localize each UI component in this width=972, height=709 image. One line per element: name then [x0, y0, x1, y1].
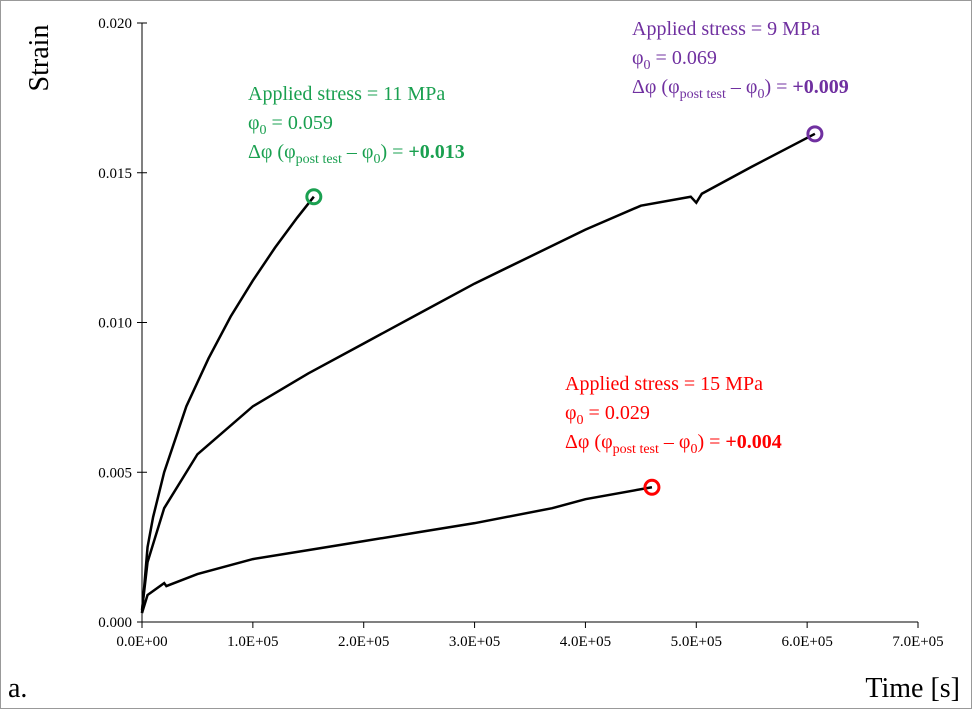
x-tick-label: 7.0E+05 — [892, 634, 943, 650]
annotation-part: – φ — [342, 141, 374, 163]
end-marker — [806, 125, 824, 143]
y-axis-label: Strain — [24, 25, 55, 92]
annotation-part: = 0.069 — [651, 47, 717, 69]
end-marker — [643, 478, 661, 496]
annotation-part: post test — [296, 152, 342, 167]
x-tick-label: 1.0E+05 — [227, 634, 278, 650]
series-line — [140, 132, 816, 611]
annotation-part: Δφ (φ — [565, 431, 613, 453]
annotation-part: 0 — [373, 152, 380, 167]
annotation-part: Δφ (φ — [248, 141, 296, 163]
annotation-part: post test — [613, 442, 659, 457]
y-tick-label: 0.010 — [98, 316, 132, 332]
x-tick-label: 6.0E+05 — [781, 634, 832, 650]
annotation-phi0: φ0 = 0.029 — [565, 402, 650, 428]
y-tick-label: 0.015 — [98, 166, 132, 182]
y-tick-label: 0.000 — [98, 615, 132, 631]
annotation-part: +0.004 — [725, 431, 781, 453]
panel-label: a. — [8, 673, 27, 704]
x-tick-label: 2.0E+05 — [338, 634, 389, 650]
annotation-part: 0 — [644, 58, 651, 73]
end-marker — [305, 188, 323, 206]
y-tick-label: 0.020 — [98, 16, 132, 32]
y-tick-label: 0.005 — [98, 465, 132, 481]
x-tick-label: 4.0E+05 — [560, 634, 611, 650]
annotation-part: φ — [632, 47, 644, 69]
annotation-part: 0 — [690, 442, 697, 457]
annotation-stress: Applied stress = 15 MPa — [565, 373, 763, 395]
annotation-part: post test — [680, 87, 726, 102]
annotation-phi0: φ0 = 0.069 — [632, 47, 717, 73]
x-axis-label: Time [s] — [865, 673, 960, 704]
annotation-dphi: Δφ (φpost test – φ0) = +0.009 — [632, 76, 849, 102]
annotation-part: Δφ (φ — [632, 76, 680, 98]
annotation-dphi: Δφ (φpost test – φ0) = +0.013 — [248, 141, 465, 167]
annotation-part: = 0.059 — [267, 112, 333, 134]
annotation-part: 0 — [757, 87, 764, 102]
annotation-part: +0.009 — [792, 76, 848, 98]
annotation-phi0: φ0 = 0.059 — [248, 112, 333, 138]
annotation-part: = 0.029 — [584, 402, 650, 424]
annotation-stress: Applied stress = 9 MPa — [632, 18, 820, 40]
series-line — [140, 195, 315, 614]
annotation-part: 0 — [577, 413, 584, 428]
annotation-part: +0.013 — [408, 141, 464, 163]
annotation-part: – φ — [726, 76, 758, 98]
x-tick-label: 0.0E+00 — [116, 634, 167, 650]
x-tick-label: 5.0E+05 — [671, 634, 722, 650]
series-line — [140, 485, 653, 614]
annotation-part: φ — [248, 112, 260, 134]
annotation-stress: Applied stress = 11 MPa — [248, 83, 445, 105]
annotation-part: φ — [565, 402, 577, 424]
annotation-part: ) = — [380, 141, 408, 163]
x-tick-label: 3.0E+05 — [449, 634, 500, 650]
annotation-dphi: Δφ (φpost test – φ0) = +0.004 — [565, 431, 782, 457]
annotation-part: – φ — [659, 431, 691, 453]
annotation-part: ) = — [697, 431, 725, 453]
annotation-part: 0 — [260, 123, 267, 138]
annotation-part: ) = — [764, 76, 792, 98]
